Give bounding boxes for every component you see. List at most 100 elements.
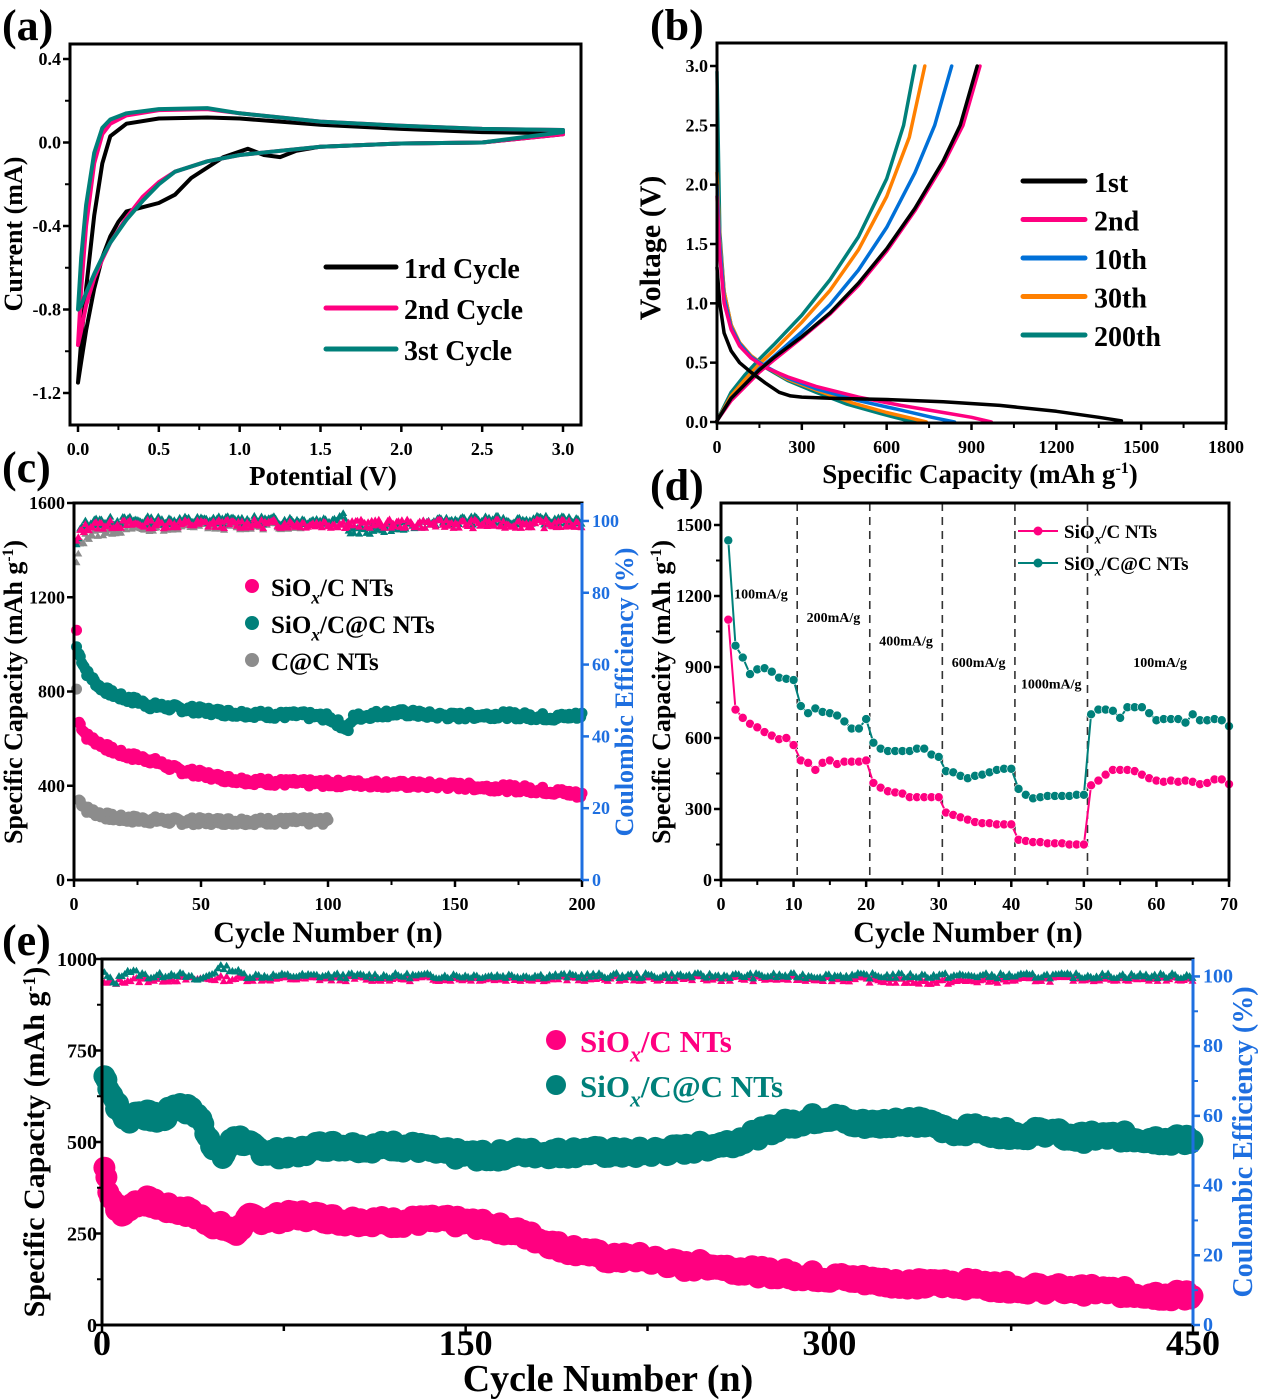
data-point: [322, 814, 334, 826]
data-point: [933, 792, 944, 802]
legend-label: SiOx/C@C NTs: [580, 1069, 783, 1111]
ce-point: [390, 522, 399, 530]
ce-point: [403, 969, 411, 977]
data-point: [1137, 702, 1147, 713]
ce-point: [157, 518, 166, 526]
capacity-series-siox-c-c-nts: [93, 1065, 1204, 1172]
y2-tick-label: 60: [592, 655, 610, 675]
data-point: [868, 778, 879, 788]
ce-point: [903, 973, 912, 981]
ce-point: [577, 970, 586, 978]
legend: SiOx/C NTs SiOx/C@C NTs C@C NTs: [245, 575, 435, 676]
x-tick-label: 20: [857, 894, 875, 914]
ce-point: [667, 969, 676, 977]
data-point: [854, 723, 864, 734]
ce-point: [74, 549, 83, 557]
x-tick-label: 0.0: [67, 439, 90, 459]
ce-point: [339, 518, 348, 525]
ce-point: [903, 978, 912, 986]
ce-point: [845, 974, 854, 981]
data-point: [933, 752, 944, 762]
ce-point: [219, 977, 228, 985]
ce-point: [341, 974, 350, 982]
y-tick-label: 400: [38, 776, 65, 796]
data-point: [861, 714, 871, 724]
ce-point: [511, 524, 520, 531]
legend-label: SiOx/C NTs: [271, 575, 394, 608]
ce-point: [163, 523, 172, 531]
data-point: [766, 666, 777, 677]
ce-point: [93, 524, 102, 532]
ce-point: [499, 513, 508, 521]
data-point: [730, 640, 741, 651]
ce-point: [112, 979, 121, 987]
ce-point: [454, 523, 463, 531]
ce-point: [1124, 974, 1133, 981]
ce-point: [88, 523, 97, 531]
y-tick-label: 1.5: [686, 234, 709, 254]
ce-point: [266, 973, 275, 981]
ce-point: [1069, 974, 1078, 981]
y2-tick-label: 60: [1203, 1105, 1223, 1127]
capacity-series-siox-c-nts: [71, 624, 588, 803]
ce-point: [941, 969, 950, 976]
y2-tick-label: 20: [592, 798, 610, 818]
ce-point: [339, 970, 347, 978]
data-point: [1115, 713, 1125, 723]
y-tick-label: 600: [685, 728, 712, 748]
data-point: [839, 716, 850, 727]
data-point: [752, 722, 763, 733]
y-tick-label: 0.0: [39, 133, 62, 153]
data-point: [1079, 839, 1089, 850]
ce-point: [368, 974, 377, 982]
data-point: [832, 710, 842, 721]
charge-curve-30th: [715, 64, 927, 423]
panel-d-rate-chart: 100mA/g 200mA/g 400mA/g 600mA/g 1000mA/g 100m…: [647, 461, 1238, 949]
discharge-curve-2nd: [715, 194, 994, 424]
ce-point: [324, 970, 333, 977]
legend-label: SiOx/C NTs: [580, 1024, 732, 1066]
ce-point: [661, 970, 670, 978]
ce-point: [632, 969, 641, 977]
x-tick-label: 200: [569, 894, 596, 914]
ce-point: [216, 961, 225, 968]
y-tick-label: 300: [685, 799, 712, 819]
data-point: [1079, 789, 1089, 800]
y-tick-label: 900: [685, 657, 712, 677]
ce-point: [865, 974, 874, 982]
ce-point: [565, 516, 573, 524]
y-tick-label: 2.5: [686, 115, 709, 135]
ce-point: [74, 533, 83, 540]
ce-point: [173, 972, 182, 980]
ce-point: [421, 524, 429, 531]
legend-marker: [245, 579, 259, 593]
x-tick-label: 0: [713, 437, 722, 457]
x-axis-title: Cycle Number (n): [853, 916, 1082, 949]
data-point: [1216, 774, 1227, 785]
ce-point: [79, 539, 88, 547]
data-point: [1093, 775, 1104, 786]
ce-point: [371, 970, 379, 978]
ce-point: [135, 978, 144, 986]
capacity-series-siox-c-nts: [93, 1156, 1204, 1312]
discharge-curve-1st: [715, 265, 1124, 423]
ce-point: [248, 974, 257, 981]
ce-point: [222, 961, 231, 969]
y-tick-label: -1.2: [33, 383, 62, 403]
ce-point: [1046, 974, 1054, 982]
x-tick-label: 300: [802, 1323, 856, 1363]
ce-point: [187, 971, 196, 979]
y-tick-label: 750: [67, 1041, 97, 1063]
rate-label: 600mA/g: [952, 656, 1006, 671]
ce-point: [493, 515, 502, 523]
series-siox-c-nts: [723, 614, 1234, 850]
x-tick-label: 30: [930, 894, 948, 914]
ce-point: [219, 965, 228, 973]
y-tick-label: 1600: [29, 493, 65, 513]
x-tick-label: 70: [1220, 894, 1238, 914]
x-tick-label: 1.5: [309, 439, 332, 459]
legend-label: SiOx/C NTs: [1064, 522, 1157, 547]
ce-point: [147, 516, 156, 524]
ce-series-siox-c-nts-ce: [72, 515, 586, 544]
data-point: [1108, 705, 1118, 716]
